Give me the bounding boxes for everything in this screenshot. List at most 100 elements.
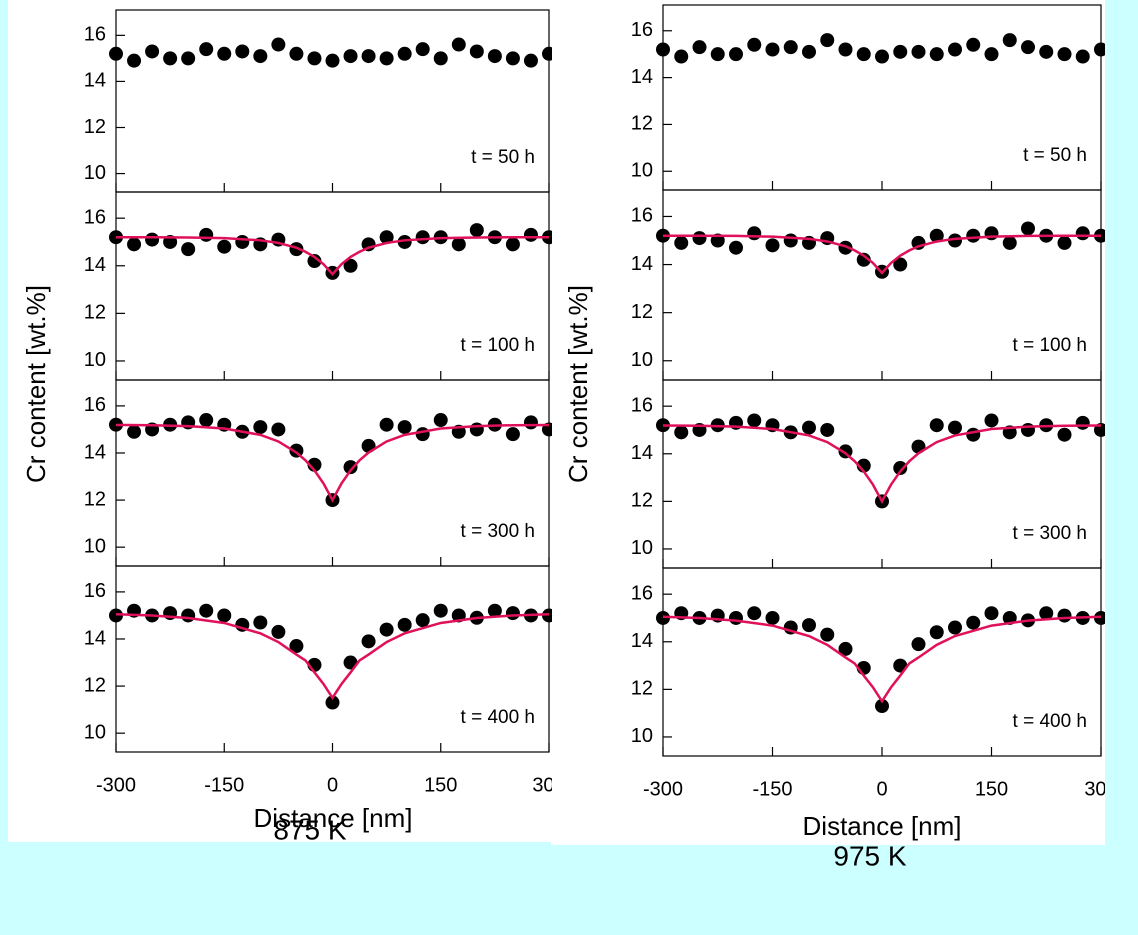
y-tick-label: 16 xyxy=(631,582,653,604)
y-tick-label: 16 xyxy=(631,394,653,416)
data-point xyxy=(505,427,520,442)
data-point xyxy=(415,230,430,245)
x-tick-label: -300 xyxy=(96,774,136,796)
data-point xyxy=(1057,235,1072,250)
data-point xyxy=(820,422,835,437)
data-point xyxy=(656,418,670,433)
y-tick-label: 12 xyxy=(84,302,106,324)
data-point xyxy=(692,40,707,55)
y-tick-label: 10 xyxy=(631,537,653,559)
x-tick-label: -150 xyxy=(752,778,792,800)
x-axis-label: Distance [nm] xyxy=(254,803,413,833)
data-point xyxy=(127,424,142,439)
data-point xyxy=(674,235,689,250)
data-point xyxy=(948,420,962,435)
y-tick-label: 12 xyxy=(631,678,653,700)
data-point xyxy=(1021,422,1035,437)
data-point xyxy=(451,37,466,52)
data-point xyxy=(966,37,981,52)
fit-line xyxy=(115,613,550,701)
data-point xyxy=(379,230,394,245)
data-point xyxy=(948,233,962,248)
data-point xyxy=(1039,44,1054,59)
data-point xyxy=(307,254,322,269)
data-point xyxy=(966,615,981,630)
data-point xyxy=(217,239,232,254)
data-point xyxy=(729,240,743,255)
data-point xyxy=(948,42,962,57)
data-point xyxy=(523,53,538,68)
y-tick-label: 16 xyxy=(84,580,106,602)
data-point xyxy=(1075,226,1090,241)
data-point xyxy=(523,227,538,242)
fit-line xyxy=(662,424,1102,504)
data-point xyxy=(163,51,178,66)
y-axis-label: Cr content [wt.%] xyxy=(563,285,593,483)
data-point xyxy=(765,238,780,253)
data-point xyxy=(911,44,926,59)
y-tick-label: 16 xyxy=(631,19,653,41)
data-point xyxy=(379,51,394,66)
data-point xyxy=(181,51,196,66)
data-point xyxy=(802,44,816,59)
data-point xyxy=(1021,40,1035,55)
data-point xyxy=(856,47,871,62)
data-point xyxy=(1094,42,1105,57)
data-point xyxy=(199,227,214,242)
data-point xyxy=(145,44,160,59)
data-point xyxy=(379,417,394,432)
data-point xyxy=(523,415,538,430)
data-point xyxy=(469,223,484,238)
data-point xyxy=(747,37,762,52)
data-point xyxy=(127,53,142,68)
data-point xyxy=(1075,415,1090,430)
data-point xyxy=(217,46,232,61)
x-tick-label: 300 xyxy=(532,774,565,796)
data-point xyxy=(692,231,707,246)
data-point xyxy=(875,699,889,714)
data-point xyxy=(199,42,214,57)
y-tick-label: 14 xyxy=(84,627,106,649)
data-point xyxy=(765,42,780,57)
data-point xyxy=(984,413,999,428)
data-point xyxy=(893,44,908,59)
data-point xyxy=(397,234,412,249)
data-point xyxy=(542,46,552,61)
data-point xyxy=(783,233,798,248)
y-tick-label: 16 xyxy=(84,394,106,416)
data-point xyxy=(235,44,250,59)
data-point xyxy=(505,51,520,66)
panel-background xyxy=(551,0,1105,845)
data-point xyxy=(656,42,670,57)
data-point xyxy=(820,627,835,642)
data-point xyxy=(415,42,430,57)
x-tick-label: -150 xyxy=(204,774,244,796)
data-point xyxy=(802,420,816,435)
data-point xyxy=(1075,49,1090,64)
panel: Cr content [wt.%] Distance [nm] 10 12 14 16… xyxy=(563,4,1105,841)
data-point xyxy=(253,420,268,435)
data-point xyxy=(433,51,448,66)
data-point xyxy=(674,425,689,440)
data-point xyxy=(1002,33,1017,48)
annotation: t = 50 h xyxy=(471,147,535,168)
data-point xyxy=(929,228,944,243)
y-tick-label: 14 xyxy=(84,254,106,276)
y-tick-label: 14 xyxy=(84,70,106,92)
data-point xyxy=(1057,47,1072,62)
y-tick-label: 12 xyxy=(631,113,653,135)
data-point xyxy=(361,634,376,649)
data-point xyxy=(379,622,394,637)
panel: Cr content [wt.%] Distance [nm] 10 12 14 16… xyxy=(21,9,565,833)
data-point xyxy=(747,413,762,428)
data-point xyxy=(253,49,268,64)
x-tick-label: -300 xyxy=(643,778,683,800)
data-point xyxy=(109,46,123,61)
panel-caption: 875 K xyxy=(273,814,346,845)
data-point xyxy=(765,610,780,625)
data-point xyxy=(838,641,853,656)
x-tick-label: 0 xyxy=(876,778,887,800)
data-point xyxy=(217,608,232,623)
data-point xyxy=(929,47,944,62)
